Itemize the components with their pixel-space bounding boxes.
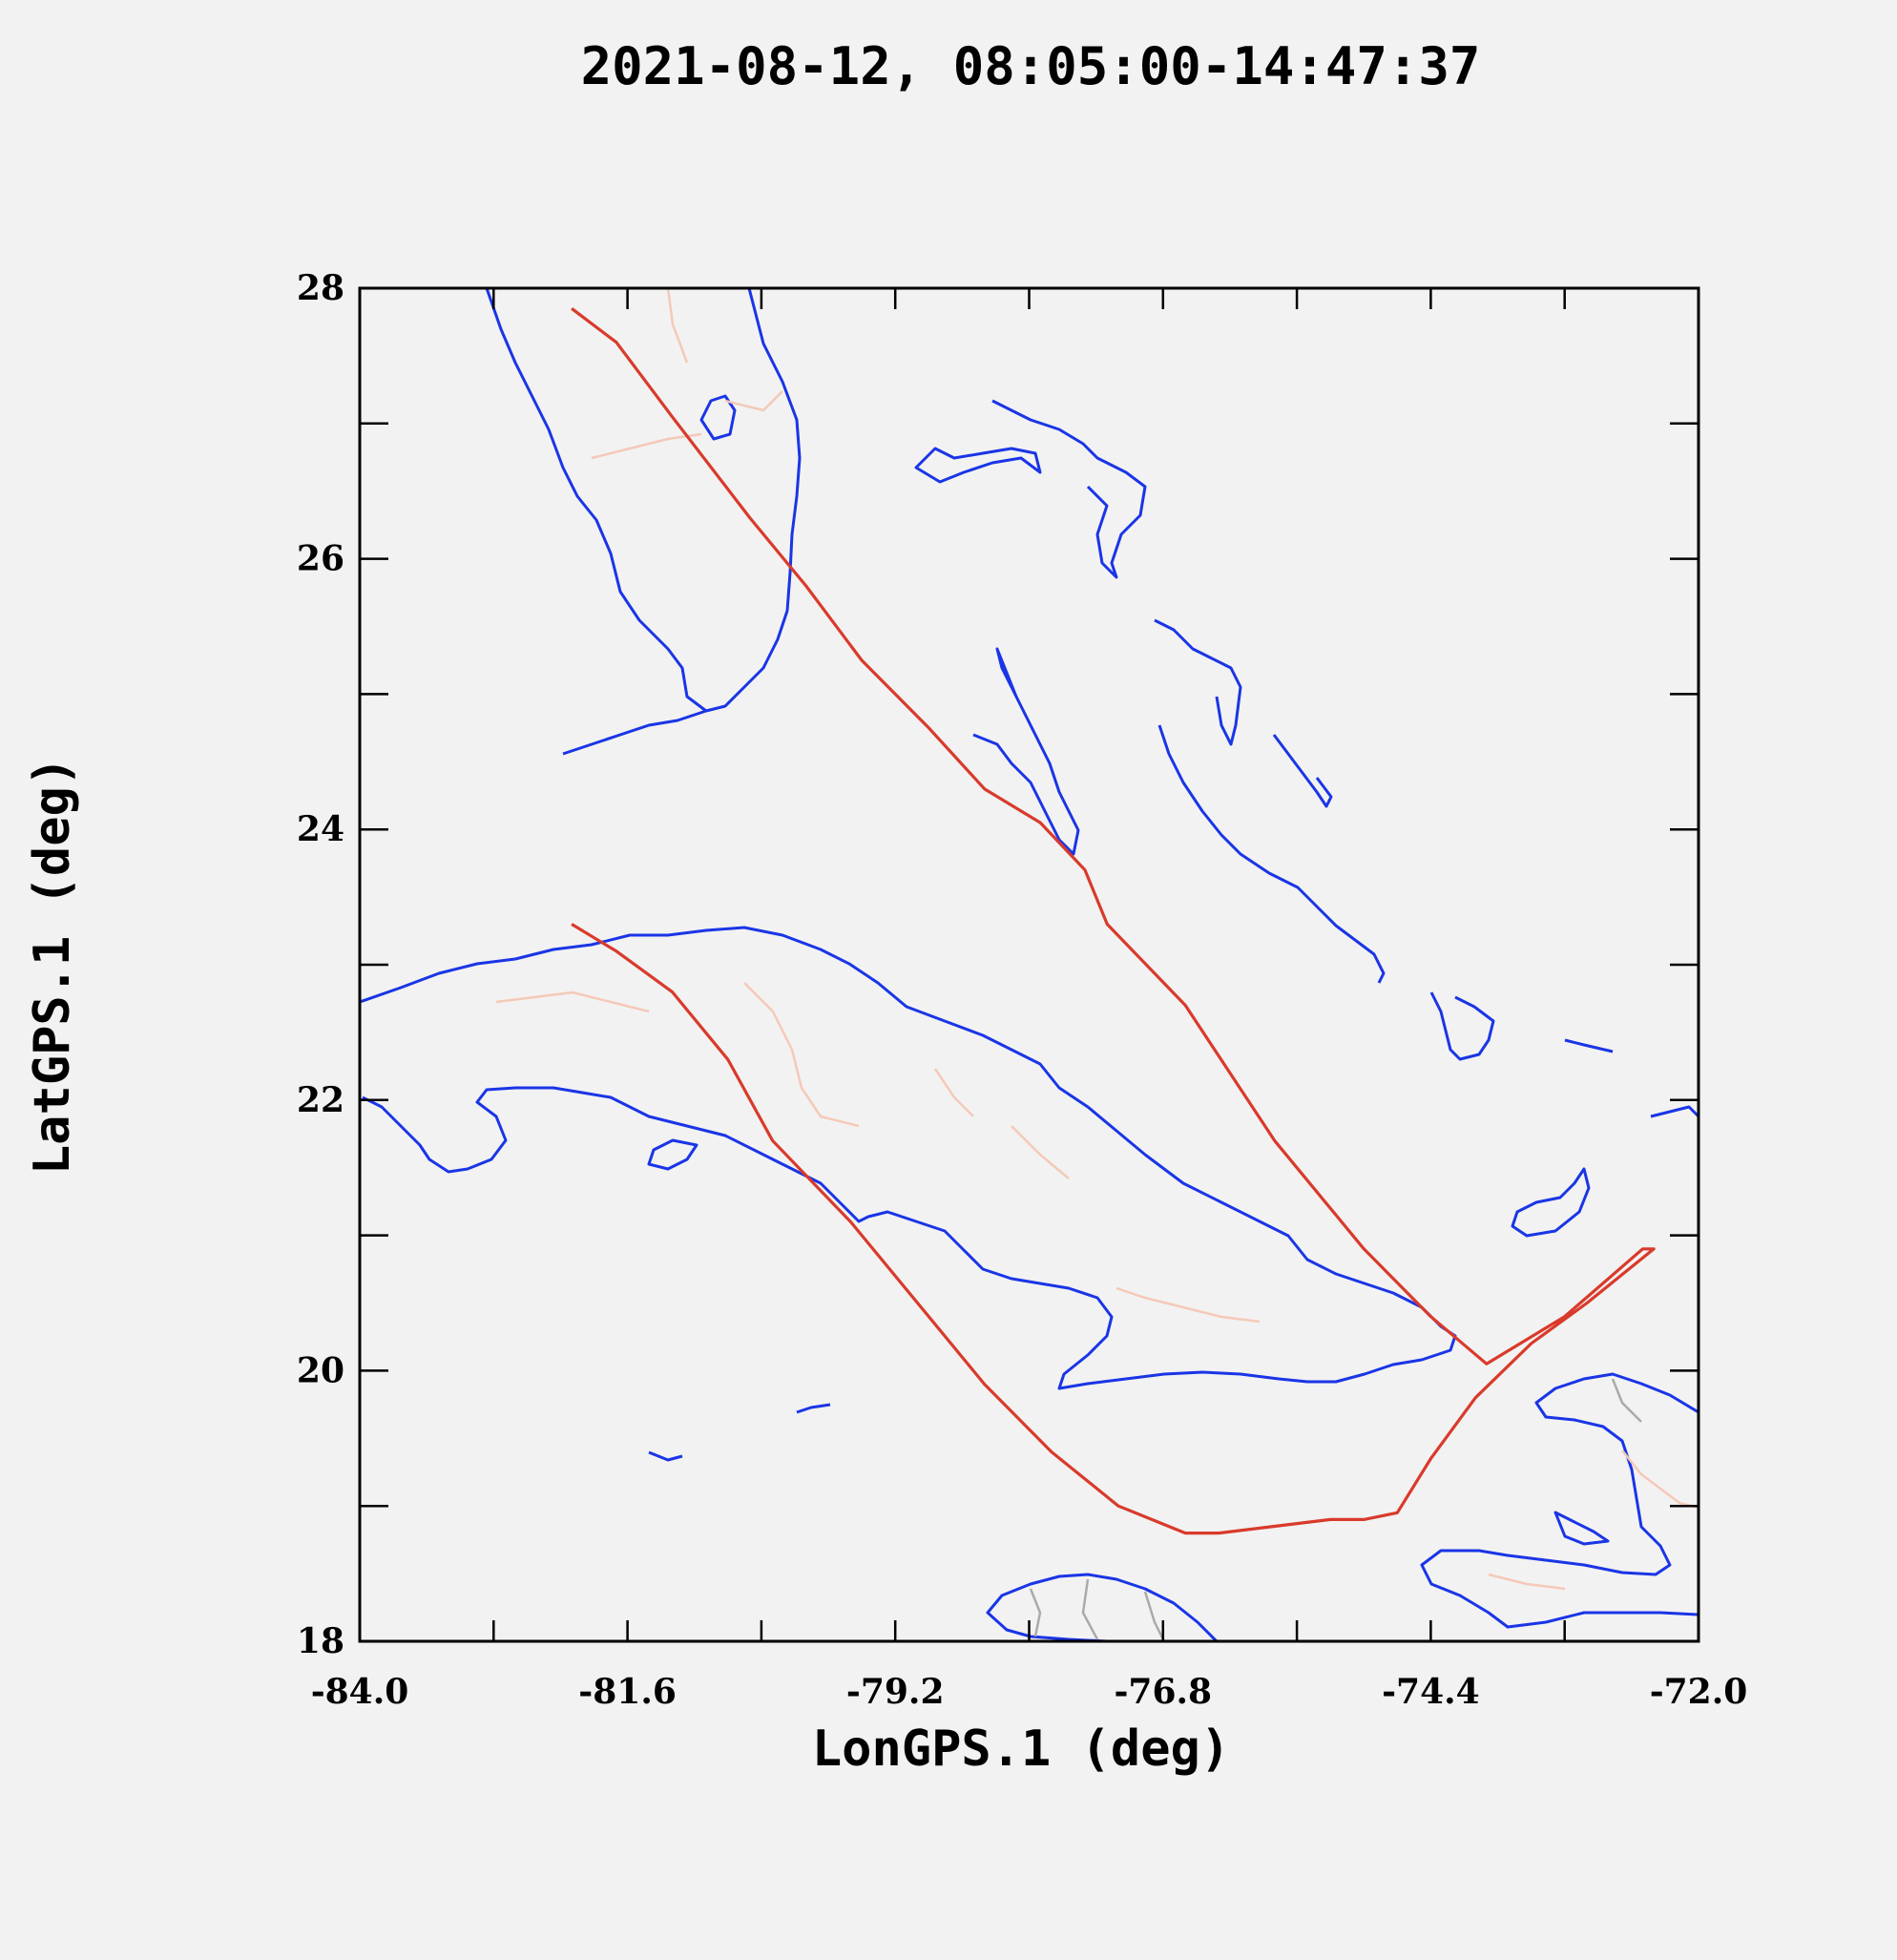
x-tick-label: -79.2	[846, 1672, 945, 1712]
y-tick-label: 24	[297, 809, 344, 849]
coastline-caicos	[1564, 1038, 1699, 1118]
haiti-dr-border	[1611, 1378, 1642, 1423]
florida-interior-border	[591, 288, 783, 460]
x-tick-label: -72.0	[1650, 1672, 1748, 1712]
y-tick-label: 26	[297, 539, 344, 579]
coastline-grand-bahama	[914, 447, 1042, 484]
plot-title: 2021-08-12, 08:05:00-14:47:37	[581, 36, 1481, 96]
coastline-florida-keys	[562, 709, 707, 756]
y-tick-label: 28	[297, 268, 344, 308]
hispaniola-interior-border	[1488, 1449, 1699, 1591]
x-tick-label: -76.8	[1114, 1672, 1212, 1712]
coastline-exuma	[1157, 724, 1386, 984]
y-axis-label: LatGPS.1 (deg)	[24, 757, 81, 1175]
coastline-inagua	[1511, 1167, 1591, 1238]
axis-ticks	[358, 286, 1700, 1643]
y-tick-label: 20	[297, 1350, 344, 1390]
coastline-jamaica	[986, 1573, 1219, 1641]
coastline-eleuthera	[1154, 618, 1242, 746]
coastline-acklins	[1429, 991, 1495, 1061]
coastline-hispaniola	[1420, 1372, 1699, 1629]
x-tick-labels: -84.0 -81.6 -79.2 -76.8 -74.4 -72.0	[311, 1672, 1748, 1712]
jamaica-interior-border	[1029, 1578, 1166, 1641]
x-tick-label: -84.0	[311, 1672, 409, 1712]
lake-okeechobee	[699, 394, 737, 441]
coastline-cuba	[360, 926, 1457, 1390]
x-axis-label: LonGPS.1 (deg)	[812, 1720, 1230, 1778]
x-tick-label: -74.4	[1382, 1672, 1480, 1712]
x-tick-label: -81.6	[578, 1672, 677, 1712]
y-tick-label: 18	[297, 1621, 344, 1661]
coastline-long-island	[1272, 734, 1333, 808]
coastline-cayman	[648, 1403, 831, 1462]
basemap	[360, 288, 1699, 1641]
cuba-interior-border	[495, 982, 1261, 1324]
coastline-gonave	[1553, 1511, 1610, 1546]
map-area	[360, 288, 1699, 1641]
coastline-isla-de-la-juventud	[647, 1138, 698, 1171]
coastline-abaco	[991, 399, 1147, 579]
coastline-florida	[485, 288, 802, 713]
y-tick-label: 22	[297, 1080, 344, 1120]
y-tick-labels: 18 20 22 24 26 28	[297, 268, 344, 1661]
flight-track	[571, 307, 1656, 1535]
coastline-andros	[972, 647, 1080, 856]
